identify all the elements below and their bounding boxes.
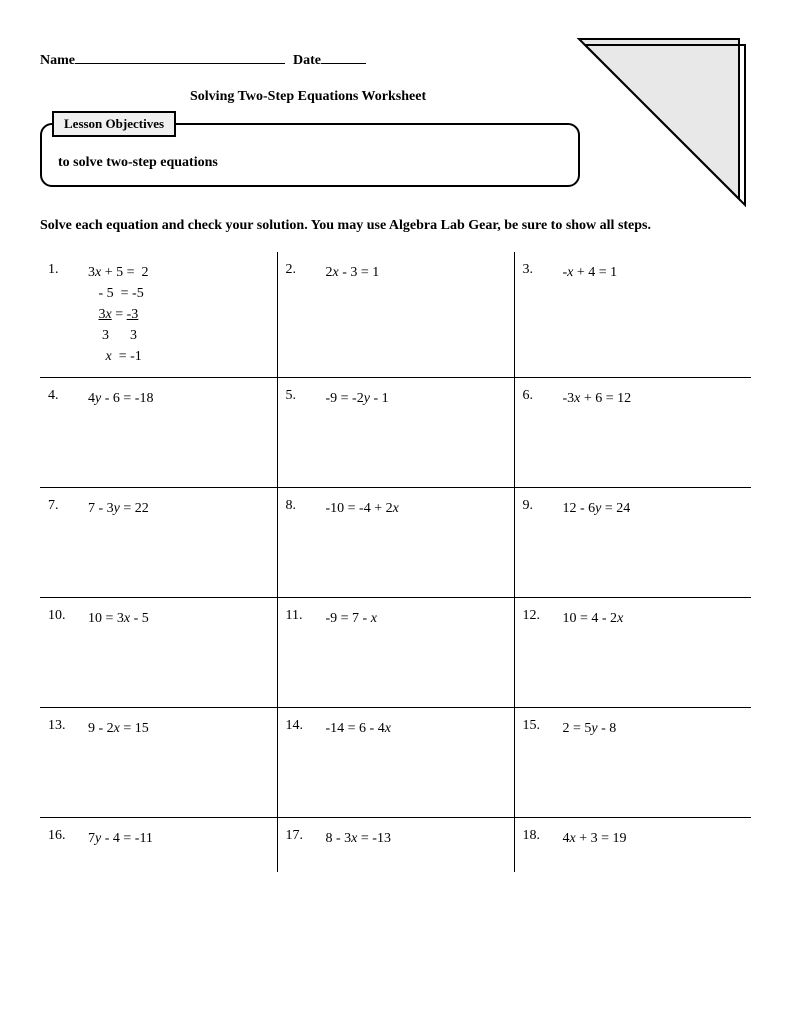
objectives-tab: Lesson Objectives [52, 111, 176, 137]
cell-1: 1. 3x + 5 = 2 - 5 = -5 3x = -3 3 3 x = -1 [40, 252, 277, 378]
cell-7: 7. 7 - 3y = 22 [40, 487, 277, 597]
problem-number: 9. [523, 498, 545, 519]
cell-17: 17. 8 - 3x = -13 [277, 817, 514, 872]
worksheet-title: Solving Two-Step Equations Worksheet [190, 89, 751, 105]
problem-body: -10 = -4 + 2x [326, 498, 399, 519]
problem-grid: 1. 3x + 5 = 2 - 5 = -5 3x = -3 3 3 x = -1… [40, 252, 751, 873]
problem-body: 4x + 3 = 19 [563, 828, 627, 849]
header-row: Name Date Page [40, 50, 751, 69]
problem-number: 11. [286, 608, 308, 629]
cell-15: 15. 2 = 5y - 8 [514, 707, 751, 817]
cell-4: 4. 4y - 6 = -18 [40, 377, 277, 487]
instructions: Solve each equation and check your solut… [40, 217, 751, 236]
cell-5: 5. -9 = -2y - 1 [277, 377, 514, 487]
problem-body: 3x + 5 = 2 - 5 = -5 3x = -3 3 3 x = -1 [88, 262, 149, 367]
cell-13: 13. 9 - 2x = 15 [40, 707, 277, 817]
problem-number: 4. [48, 388, 70, 409]
problem-body: 4y - 6 = -18 [88, 388, 153, 409]
cell-12: 12. 10 = 4 - 2x [514, 597, 751, 707]
cell-18: 18. 4x + 3 = 19 [514, 817, 751, 872]
page-label: Page [602, 53, 631, 69]
problem-body: -9 = -2y - 1 [326, 388, 389, 409]
page-field: Page [602, 50, 671, 69]
problem-number: 17. [286, 828, 308, 849]
problem-body: -3x + 6 = 12 [563, 388, 632, 409]
cell-9: 9. 12 - 6y = 24 [514, 487, 751, 597]
date-field: Date [293, 50, 366, 69]
problem-body: 2x - 3 = 1 [326, 262, 380, 283]
problem-number: 15. [523, 718, 545, 739]
problem-number: 14. [286, 718, 308, 739]
problem-number: 18. [523, 828, 545, 849]
problem-number: 16. [48, 828, 70, 849]
problem-number: 6. [523, 388, 545, 409]
problem-body: -x + 4 = 1 [563, 262, 618, 283]
name-field: Name [40, 50, 285, 69]
cell-2: 2. 2x - 3 = 1 [277, 252, 514, 378]
problem-body: 9 - 2x = 15 [88, 718, 149, 739]
problem-number: 10. [48, 608, 70, 629]
problem-body: 7y - 4 = -11 [88, 828, 153, 849]
problem-number: 3. [523, 262, 545, 283]
problem-body: 2 = 5y - 8 [563, 718, 617, 739]
cell-10: 10. 10 = 3x - 5 [40, 597, 277, 707]
cell-16: 16. 7y - 4 = -11 [40, 817, 277, 872]
cell-8: 8. -10 = -4 + 2x [277, 487, 514, 597]
problem-number: 1. [48, 262, 70, 367]
problem-body: 10 = 3x - 5 [88, 608, 149, 629]
problem-number: 7. [48, 498, 70, 519]
cell-6: 6. -3x + 6 = 12 [514, 377, 751, 487]
cell-14: 14. -14 = 6 - 4x [277, 707, 514, 817]
objectives-section: Lesson Objectives to solve two-step equa… [40, 123, 751, 187]
problem-body: 7 - 3y = 22 [88, 498, 149, 519]
problem-body: 8 - 3x = -13 [326, 828, 391, 849]
problem-number: 2. [286, 262, 308, 283]
problem-body: 10 = 4 - 2x [563, 608, 624, 629]
problem-body: -9 = 7 - x [326, 608, 377, 629]
cell-3: 3. -x + 4 = 1 [514, 252, 751, 378]
cell-11: 11. -9 = 7 - x [277, 597, 514, 707]
problem-body: 12 - 6y = 24 [563, 498, 631, 519]
problem-body: -14 = 6 - 4x [326, 718, 391, 739]
name-label: Name [40, 53, 75, 69]
problem-number: 8. [286, 498, 308, 519]
problem-number: 13. [48, 718, 70, 739]
problem-number: 5. [286, 388, 308, 409]
date-label: Date [293, 53, 321, 69]
problem-number: 12. [523, 608, 545, 629]
